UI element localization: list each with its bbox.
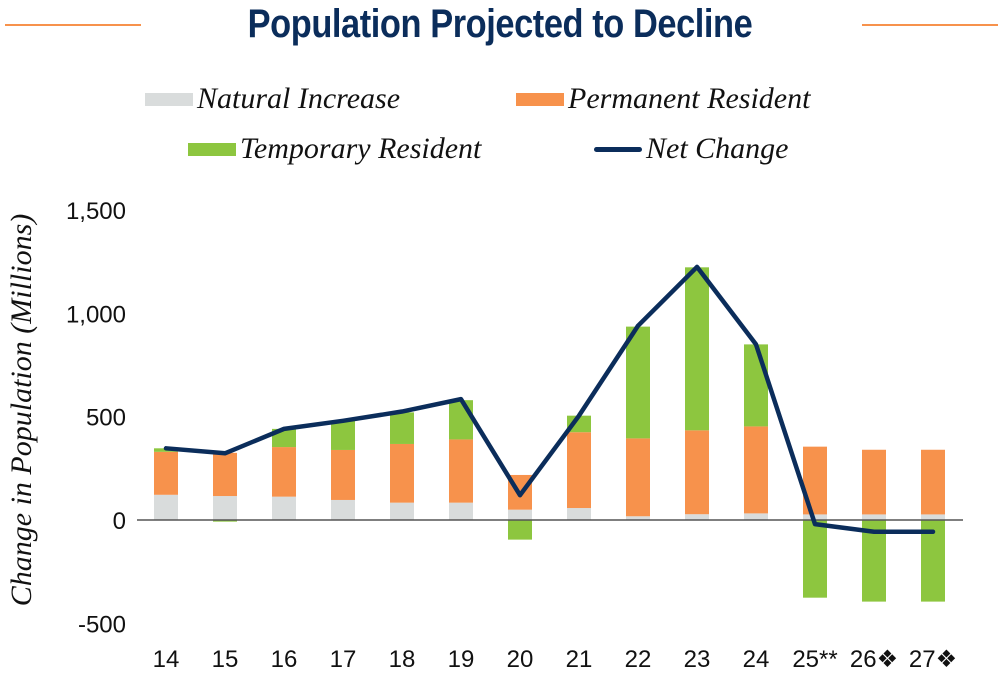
legend-swatch-net-change [594, 146, 642, 152]
x-tick-label: 18 [389, 646, 416, 673]
bar-permanent-resident [921, 449, 945, 515]
bar-natural-increase [449, 502, 473, 520]
bar-natural-increase [567, 508, 591, 520]
legend-label: Permanent Resident [568, 82, 811, 115]
x-tick-label: 21 [566, 646, 593, 673]
legend-item-net-change: Net Change [594, 132, 789, 166]
bar-natural-increase [862, 514, 886, 520]
bar-permanent-resident [862, 449, 886, 515]
legend-item-permanent-resident: Permanent Resident [516, 82, 810, 116]
x-tick-label: 15 [212, 646, 239, 673]
x-tick-label: 22 [625, 646, 652, 673]
bar-natural-increase [685, 514, 709, 520]
title-rule-right [862, 24, 998, 26]
line-net-change [163, 264, 936, 535]
x-tick-label: 23 [684, 646, 711, 673]
bar-natural-increase [744, 513, 768, 520]
bar-natural-increase [508, 509, 532, 520]
bar-permanent-resident [626, 438, 650, 517]
bar-temporary-resident [390, 412, 414, 444]
bar-temporary-resident [508, 520, 532, 540]
bar-natural-increase [921, 514, 945, 520]
bar-permanent-resident [390, 443, 414, 503]
bar-temporary-resident [331, 420, 355, 450]
y-tick-label: 1,000 [66, 301, 126, 328]
x-tick-label: 24 [743, 646, 770, 673]
bar-permanent-resident [154, 451, 178, 495]
legend-label: Natural Increase [197, 82, 401, 115]
bar-temporary-resident [626, 326, 650, 439]
bar-temporary-resident [803, 520, 827, 598]
x-tick-label: 19 [448, 646, 475, 673]
bar-temporary-resident [567, 415, 591, 433]
bar-temporary-resident [685, 267, 709, 431]
x-tick-label: 25** [792, 646, 837, 673]
legend-label: Temporary Resident [240, 132, 482, 165]
x-tick-label: 26❖ [850, 646, 898, 673]
x-tick-label: 16 [271, 646, 298, 673]
bar-permanent-resident [272, 447, 296, 497]
bar-permanent-resident [744, 426, 768, 514]
bar-temporary-resident [449, 400, 473, 440]
bar-temporary-resident [213, 520, 237, 522]
bar-permanent-resident [213, 452, 237, 497]
bar-natural-increase [213, 496, 237, 520]
legend-swatch-temporary-resident [188, 142, 236, 156]
legend-label: Net Change [646, 132, 789, 165]
chart-title: Population Projected to Decline [247, 2, 753, 46]
x-tick-label: 17 [330, 646, 357, 673]
y-tick-label: 500 [86, 405, 126, 432]
legend-swatch-permanent-resident [516, 92, 564, 106]
bar-natural-increase [390, 502, 414, 520]
x-tick-label: 27❖ [909, 646, 957, 673]
bar-natural-increase [154, 494, 178, 520]
y-tick-label: 1,500 [66, 198, 126, 225]
y-tick-label: -500 [78, 611, 126, 638]
legend-item-temporary-resident: Temporary Resident [188, 132, 481, 166]
legend-swatch-natural-increase [145, 92, 193, 106]
bar-natural-increase [626, 516, 650, 520]
bar-natural-increase [272, 496, 296, 520]
bar-permanent-resident [449, 439, 473, 503]
bar-permanent-resident [331, 449, 355, 500]
y-tick-label: 0 [113, 508, 126, 535]
bar-permanent-resident [685, 430, 709, 515]
legend-item-natural-increase: Natural Increase [145, 82, 400, 116]
bar-permanent-resident [567, 432, 591, 509]
bar-natural-increase [331, 499, 355, 520]
title-rule-left [5, 24, 141, 26]
x-tick-label: 14 [153, 646, 180, 673]
bar-temporary-resident [744, 344, 768, 427]
x-tick-label: 20 [507, 646, 534, 673]
